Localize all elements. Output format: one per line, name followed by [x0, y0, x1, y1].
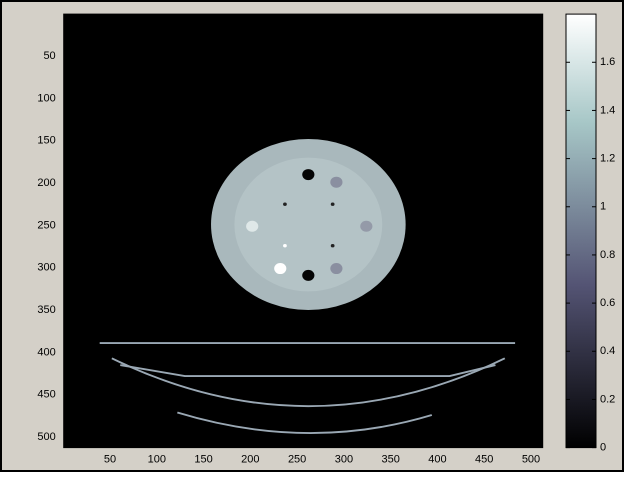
colorbar-tick-label: 0.8 — [600, 249, 615, 261]
x-tick-label: 300 — [335, 454, 353, 466]
colorbar-tick-label: 0.4 — [600, 345, 615, 357]
colorbar-tick-label: 0 — [600, 442, 606, 454]
colorbar-tick-label: 1.2 — [600, 153, 615, 165]
x-tick-label: 200 — [241, 454, 259, 466]
y-tick-label: 450 — [37, 389, 55, 401]
colorbar — [566, 14, 596, 448]
insert — [302, 169, 314, 180]
dot — [283, 244, 287, 247]
dot — [331, 244, 335, 247]
y-tick-label: 100 — [37, 92, 55, 104]
x-tick-label: 500 — [522, 454, 540, 466]
y-tick-label: 350 — [37, 304, 55, 316]
y-tick-label: 400 — [37, 346, 55, 358]
y-tick-label: 200 — [37, 177, 55, 189]
colorbar-tick-label: 1 — [600, 201, 606, 213]
figure: 50 100 150 200 250 300 350 400 450 500 50 100 150 200… — [0, 0, 624, 472]
x-tick-label: 150 — [194, 454, 212, 466]
insert — [302, 270, 314, 281]
x-tick-label: 50 — [104, 454, 116, 466]
y-tick-label: 300 — [37, 262, 55, 274]
image — [64, 14, 543, 448]
x-tick-label: 400 — [428, 454, 446, 466]
colorbar-tick-label: 1.6 — [600, 56, 615, 68]
insert — [274, 263, 286, 274]
colorbar-tick-label: 0.6 — [600, 297, 615, 309]
insert — [330, 263, 342, 274]
colorbar-tick-label: 0.2 — [600, 393, 615, 405]
y-tick-label: 250 — [37, 219, 55, 231]
x-tick-label: 350 — [381, 454, 399, 466]
dot — [283, 203, 287, 206]
x-tick-label: 250 — [288, 454, 306, 466]
colorbar-tick-label: 1.4 — [600, 104, 615, 116]
insert — [360, 221, 372, 232]
dot — [331, 203, 335, 206]
y-tick-label: 500 — [37, 431, 55, 443]
insert — [330, 177, 342, 188]
x-tick-label: 100 — [148, 454, 166, 466]
y-tick-label: 150 — [37, 135, 55, 147]
insert — [246, 221, 258, 232]
y-tick-label: 50 — [43, 50, 55, 62]
x-tick-label: 450 — [475, 454, 493, 466]
